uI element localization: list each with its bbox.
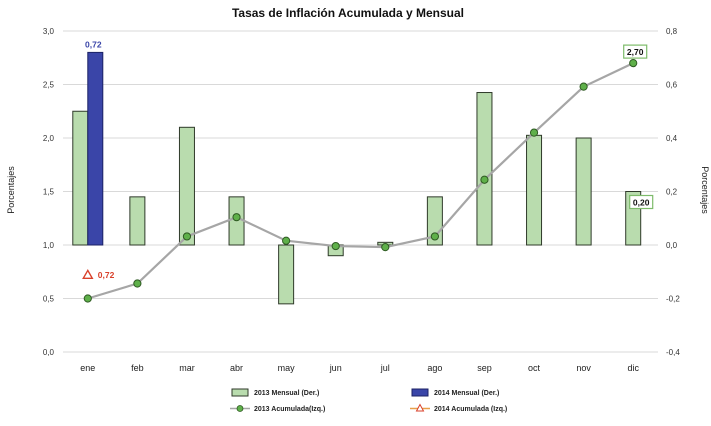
data-point <box>133 279 142 288</box>
y-right-tick-label: -0,4 <box>666 348 680 357</box>
bar <box>526 134 543 246</box>
y-right-tick-label: 0,8 <box>666 27 678 36</box>
x-tick-label: may <box>278 363 296 373</box>
bar <box>178 126 195 246</box>
y-axis-left-label: Porcentajes <box>6 166 16 214</box>
x-tick-label: jul <box>380 363 390 373</box>
data-label: 0,20 <box>633 198 650 208</box>
x-tick-label: abr <box>230 363 243 373</box>
data-point <box>579 82 588 91</box>
x-tick-label: jun <box>329 363 342 373</box>
y-left-tick-label: 3,0 <box>43 27 55 36</box>
x-tick-label: sep <box>477 363 492 373</box>
data-point <box>331 241 340 251</box>
legend: 2013 Mensual (Der.) 2014 Mensual (Der.) 20… <box>230 388 507 413</box>
series-line <box>87 62 634 300</box>
bar <box>278 244 295 305</box>
legend-label: 2014 Acumulada (Izq.) <box>434 406 507 413</box>
x-tick-label: dic <box>627 363 639 373</box>
data-point <box>83 294 92 303</box>
annotation-layer: 0,72 0,72 2,70 0,20 <box>85 39 654 280</box>
bar <box>476 92 493 246</box>
x-tick-label: feb <box>131 363 144 373</box>
chart-title: Tasas de Inflación Acumulada y Mensual <box>232 6 464 20</box>
y-left-tick-label: 0,5 <box>43 295 55 304</box>
legend-label: 2013 Acumulada(Izq.) <box>254 406 325 413</box>
data-label-box <box>623 44 648 59</box>
x-tick-label: ene <box>80 363 95 373</box>
grid-layer <box>63 30 658 353</box>
bars-layer <box>72 51 642 305</box>
y-right-tick-label: 0,4 <box>666 134 678 143</box>
legend-swatch <box>411 388 429 397</box>
y-axis-right-label: Porcentajes <box>700 166 710 214</box>
bar <box>87 51 104 246</box>
legend-label: 2013 Mensual (Der.) <box>254 390 319 397</box>
y-right-tick-label: -0,2 <box>666 295 680 304</box>
data-label-box <box>629 194 654 210</box>
legend-swatch <box>231 388 249 397</box>
y-right-tick-label: 0,2 <box>666 188 678 197</box>
data-point <box>182 232 192 241</box>
data-point <box>232 213 241 222</box>
x-tick-label: ago <box>427 363 442 373</box>
y-left-tick-label: 1,5 <box>43 188 55 197</box>
data-point <box>430 232 439 241</box>
data-point <box>82 269 94 280</box>
y-left-tick-label: 2,5 <box>43 81 55 90</box>
data-point <box>282 236 291 245</box>
data-label: 2,70 <box>627 47 644 57</box>
x-tick-label: mar <box>179 363 195 373</box>
y-right-tick-label: 0,6 <box>666 81 678 90</box>
y-left-tick-label: 0,0 <box>43 348 55 357</box>
y-right-tick-label: 0,0 <box>666 241 678 250</box>
y-left-tick-label: 2,0 <box>43 134 55 143</box>
bar <box>129 196 146 246</box>
data-point <box>529 128 539 137</box>
legend-marker <box>236 405 244 412</box>
data-label: 0,72 <box>98 270 115 280</box>
data-label: 0,72 <box>85 39 102 49</box>
legend-marker <box>415 403 425 412</box>
data-point <box>381 243 390 252</box>
x-tick-label: nov <box>576 363 591 373</box>
y-left-tick-label: 1,0 <box>43 241 55 250</box>
x-tick-label: oct <box>528 363 541 373</box>
lines-layer <box>82 59 638 303</box>
legend-label: 2014 Mensual (Der.) <box>434 390 499 397</box>
data-point <box>629 59 638 68</box>
bar <box>575 137 592 246</box>
axes-layer: 0,0 0,5 1,0 1,5 2,0 2,5 3,0 -0,4 -0,2 0,0 0,2 0,4 0,… <box>43 27 680 373</box>
data-point <box>480 175 489 184</box>
bar <box>72 110 89 246</box>
